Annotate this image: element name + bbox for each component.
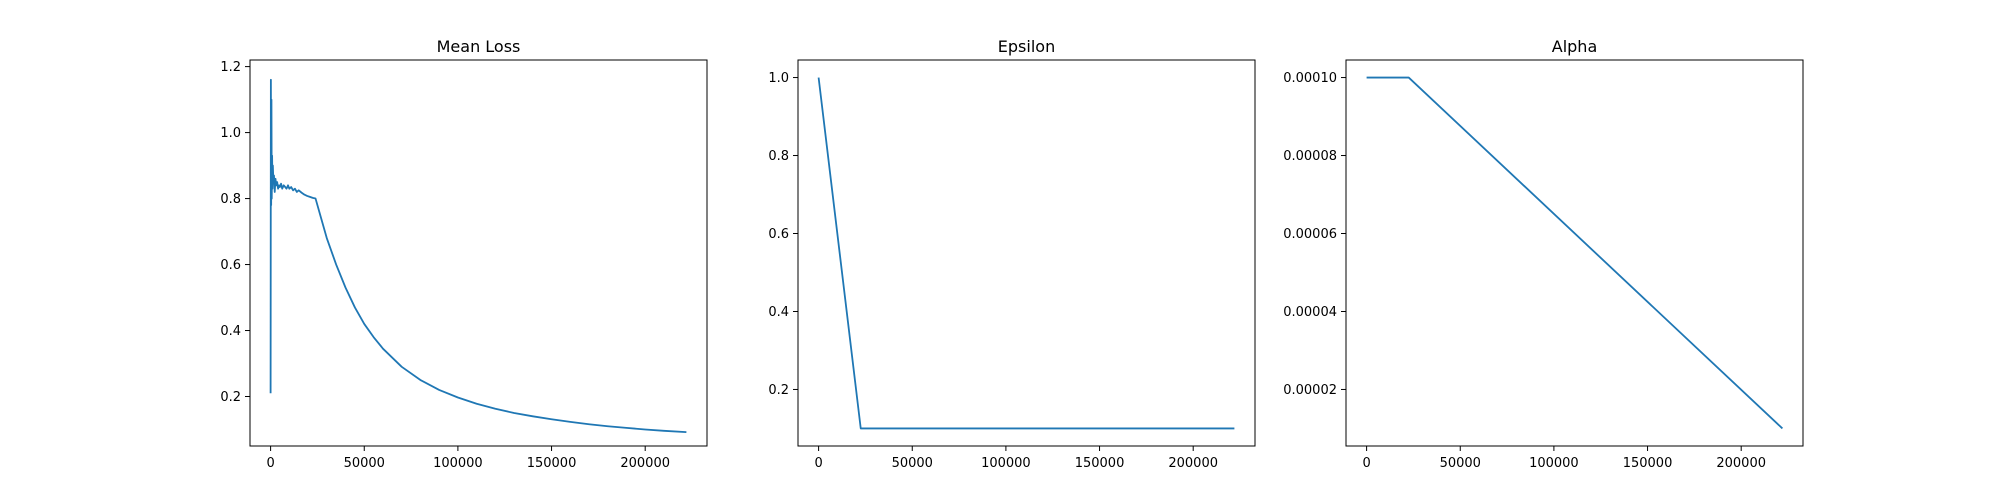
- y-tick-label-alpha-4: 0.00010: [1283, 71, 1337, 86]
- plot-area-mean-loss: [269, 78, 687, 434]
- x-tick-label-alpha-3: 150000: [1623, 456, 1673, 471]
- x-tick-label-alpha-0: 0: [1362, 456, 1370, 471]
- x-tick-label-mean-loss-0: 0: [266, 456, 274, 471]
- y-tick-label-mean-loss-3: 0.8: [220, 192, 241, 207]
- x-tick-label-epsilon-1: 50000: [892, 456, 933, 471]
- y-tick-label-epsilon-2: 0.6: [768, 227, 789, 242]
- x-tick-label-mean-loss-3: 150000: [527, 456, 577, 471]
- series-line-epsilon-0: [817, 77, 1235, 430]
- y-tick-label-mean-loss-1: 0.4: [220, 324, 241, 339]
- y-tick-label-epsilon-3: 0.8: [768, 149, 789, 164]
- axes-frame-alpha: [1345, 59, 1804, 447]
- subplot-alpha: Alpha 0 50000 100000 150000 200000 0.00002 0.0…: [1283, 37, 1804, 471]
- x-tick-label-alpha-2: 100000: [1529, 456, 1579, 471]
- x-tick-label-alpha-1: 50000: [1440, 456, 1481, 471]
- y-tick-label-epsilon-4: 1.0: [768, 71, 789, 86]
- y-tick-label-epsilon-1: 0.4: [768, 305, 789, 320]
- y-tick-label-mean-loss-5: 1.2: [220, 60, 241, 75]
- subplot-mean-loss: Mean Loss 0 50000 100000 150000 200000 0.2 0.4…: [220, 37, 708, 471]
- x-tick-label-epsilon-0: 0: [814, 456, 822, 471]
- chart-title-mean-loss: Mean Loss: [437, 37, 521, 56]
- x-tick-label-mean-loss-2: 100000: [433, 456, 483, 471]
- y-tick-label-alpha-2: 0.00006: [1283, 227, 1337, 242]
- x-tick-label-mean-loss-4: 200000: [620, 456, 670, 471]
- x-tick-label-epsilon-2: 100000: [981, 456, 1031, 471]
- series-line-alpha-0: [1366, 76, 1784, 430]
- axes-frame-epsilon: [797, 59, 1256, 447]
- y-tick-label-mean-loss-2: 0.6: [220, 258, 241, 273]
- x-tick-label-alpha-4: 200000: [1716, 456, 1766, 471]
- axes-frame-mean-loss: [249, 59, 708, 447]
- series-line-mean-loss-0: [269, 78, 687, 434]
- plot-area-alpha: [1366, 76, 1784, 430]
- y-tick-label-alpha-3: 0.00008: [1283, 149, 1337, 164]
- y-tick-label-epsilon-0: 0.2: [768, 383, 789, 398]
- x-tick-label-mean-loss-1: 50000: [344, 456, 385, 471]
- y-tick-label-alpha-1: 0.00004: [1283, 305, 1337, 320]
- x-tick-label-epsilon-3: 150000: [1075, 456, 1125, 471]
- y-tick-label-mean-loss-4: 1.0: [220, 126, 241, 141]
- x-tick-label-epsilon-4: 200000: [1168, 456, 1218, 471]
- y-tick-label-alpha-0: 0.00002: [1283, 383, 1337, 398]
- subplot-epsilon: Epsilon 0 50000 100000 150000 200000 0.2 0.4 0.…: [768, 37, 1256, 471]
- plot-area-epsilon: [817, 77, 1235, 430]
- chart-title-alpha: Alpha: [1552, 37, 1598, 56]
- chart-title-epsilon: Epsilon: [998, 37, 1055, 56]
- y-tick-label-mean-loss-0: 0.2: [220, 390, 241, 405]
